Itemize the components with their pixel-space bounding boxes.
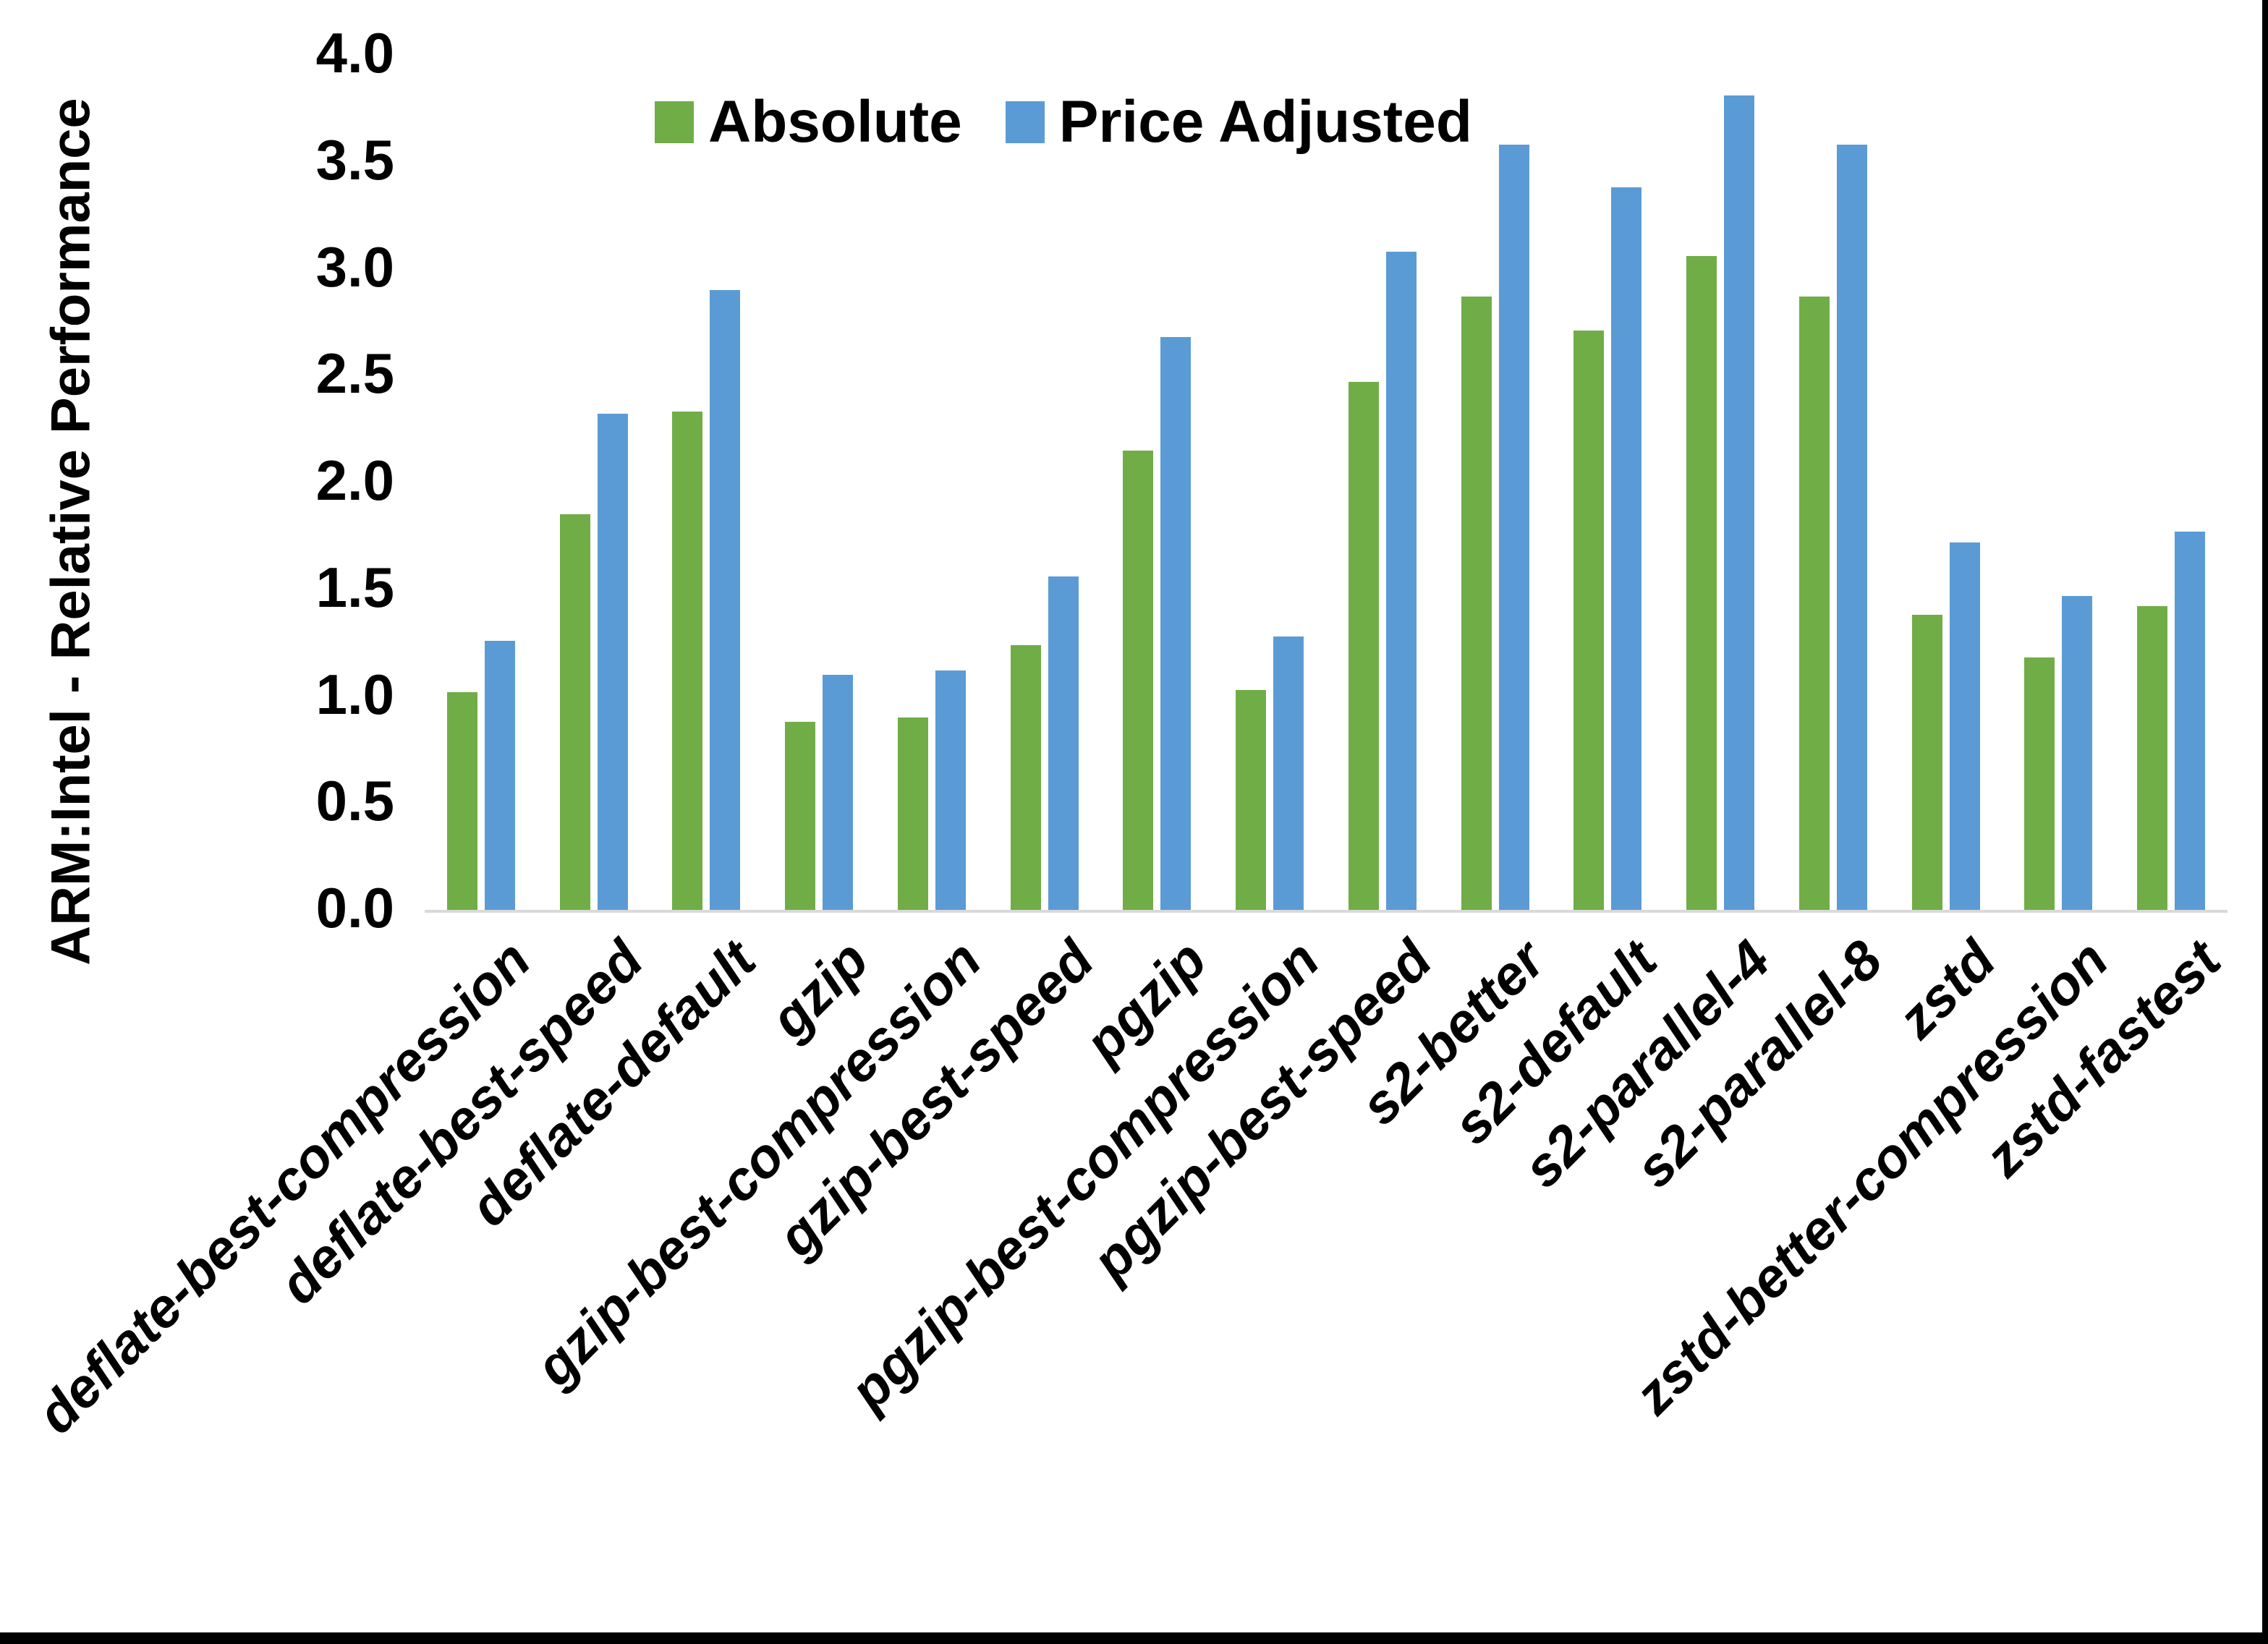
bar-price-adjusted xyxy=(1724,95,1755,910)
bar-price-adjusted xyxy=(2062,595,2093,910)
y-tick-label: 2.5 xyxy=(315,341,394,406)
y-tick-label: 3.0 xyxy=(315,234,394,299)
x-axis-line xyxy=(425,910,2227,913)
legend-swatch-absolute xyxy=(655,101,694,143)
bar-absolute xyxy=(1348,382,1379,910)
bar-absolute xyxy=(2137,606,2168,910)
bar-price-adjusted xyxy=(1048,576,1079,910)
y-tick-label: 0.0 xyxy=(315,875,394,940)
screenshot-bottom-edge xyxy=(0,1632,2268,1644)
bar-price-adjusted xyxy=(935,670,966,910)
bar-absolute xyxy=(1123,450,1154,910)
bar-price-adjusted xyxy=(710,290,741,910)
bar-price-adjusted xyxy=(1160,337,1192,910)
bar-absolute xyxy=(1686,255,1717,910)
bar-absolute xyxy=(559,514,590,910)
legend-swatch-price-adjusted xyxy=(1005,101,1045,143)
y-tick-label: 4.0 xyxy=(315,20,394,85)
bar-price-adjusted xyxy=(2175,531,2206,910)
bar-absolute xyxy=(1798,296,1830,910)
legend-label-absolute: Absolute xyxy=(708,89,962,155)
bar-absolute xyxy=(446,691,477,910)
x-category-label: deflate-best-compression xyxy=(25,929,543,1446)
bar-absolute xyxy=(1461,296,1492,910)
bar-absolute xyxy=(1911,615,1942,910)
bar-absolute xyxy=(1573,331,1605,910)
y-tick-label: 3.5 xyxy=(315,127,394,192)
bar-absolute xyxy=(672,412,703,910)
bar-price-adjusted xyxy=(484,640,515,910)
bar-absolute xyxy=(897,717,928,910)
bar-price-adjusted xyxy=(823,674,854,910)
bar-price-adjusted xyxy=(1273,636,1304,910)
screenshot-right-edge xyxy=(2262,0,2268,1644)
y-tick-label: 1.5 xyxy=(315,555,394,619)
legend-item-absolute: Absolute xyxy=(655,93,962,152)
bar-price-adjusted xyxy=(597,414,628,910)
legend: Absolute Price Adjusted xyxy=(655,93,1472,152)
bar-price-adjusted xyxy=(1385,251,1417,910)
bar-price-adjusted xyxy=(1498,145,1529,910)
y-tick-label: 1.0 xyxy=(315,662,394,726)
legend-item-price-adjusted: Price Adjusted xyxy=(1005,89,1472,155)
legend-label-price-adjusted: Price Adjusted xyxy=(1058,89,1472,155)
bar-absolute xyxy=(1010,644,1041,910)
bar-absolute xyxy=(785,721,816,910)
y-tick-label: 2.0 xyxy=(315,448,394,512)
bar-price-adjusted xyxy=(1949,542,1980,910)
bar-price-adjusted xyxy=(1611,187,1642,910)
bar-absolute xyxy=(2024,657,2055,910)
bar-price-adjusted xyxy=(1836,145,1867,910)
y-tick-label: 0.5 xyxy=(315,769,394,833)
bar-absolute xyxy=(1236,689,1267,910)
